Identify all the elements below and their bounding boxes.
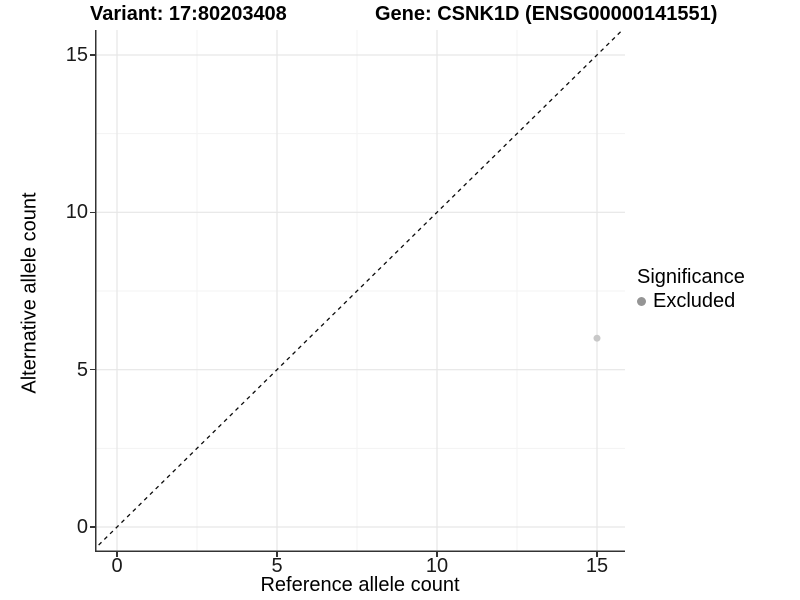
x-tick-mark xyxy=(436,552,438,557)
x-tick-mark xyxy=(276,552,278,557)
y-tick-label: 0 xyxy=(76,516,88,538)
legend-title: Significance xyxy=(637,266,745,288)
x-axis-title: Reference allele count xyxy=(260,574,460,596)
y-tick-label: 5 xyxy=(76,358,88,381)
gene-title: Gene: CSNK1D (ENSG00000141551) xyxy=(375,3,718,25)
data-point xyxy=(593,334,601,342)
legend-item-label: Excluded xyxy=(653,290,736,312)
y-tick-mark xyxy=(90,211,95,214)
y-tick-mark xyxy=(90,368,95,371)
y-tick-label: 15 xyxy=(65,44,88,66)
y-tick-mark xyxy=(90,526,95,528)
x-tick-label: 15 xyxy=(585,555,609,577)
variant-title: Variant: 17:80203408 xyxy=(90,3,287,25)
x-tick-mark xyxy=(596,552,598,557)
legend-key-dot xyxy=(637,297,646,306)
legend-item-excluded: Excluded xyxy=(637,290,745,313)
x-tick-mark xyxy=(116,552,118,557)
plot-area xyxy=(95,30,625,552)
x-tick-label: 10 xyxy=(425,555,449,577)
x-tick-label: 0 xyxy=(111,555,123,577)
identity-line xyxy=(95,30,624,550)
y-tick-mark xyxy=(90,54,95,56)
plot-panel xyxy=(95,30,625,552)
x-tick-label: 5 xyxy=(271,555,283,577)
legend: Significance Excluded xyxy=(637,266,745,313)
y-tick-label: 10 xyxy=(65,201,88,224)
y-axis-title: Alternative allele count xyxy=(18,192,41,394)
